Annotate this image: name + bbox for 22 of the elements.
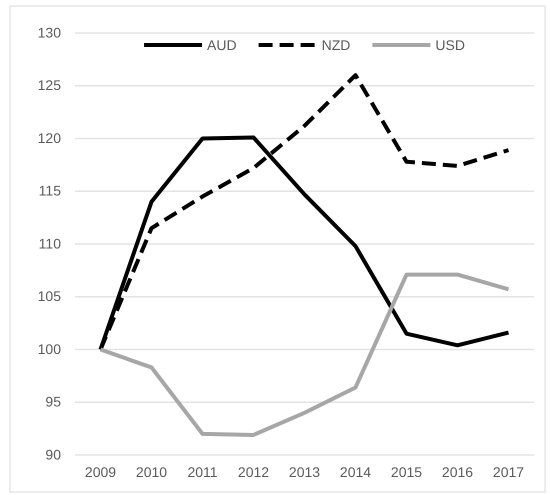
x-tick-label: 2013 <box>288 464 320 480</box>
x-tick-label: 2017 <box>492 464 524 480</box>
legend-label: NZD <box>322 37 350 53</box>
y-tick-label: 115 <box>38 182 62 199</box>
y-tick-label: 105 <box>38 288 62 304</box>
x-tick-label: 2009 <box>84 464 116 480</box>
y-tick-label: 110 <box>38 235 62 252</box>
x-tick-label: 2012 <box>238 464 270 480</box>
x-tick-label: 2010 <box>136 464 168 480</box>
x-tick-label: 2016 <box>442 464 474 480</box>
legend-label: USD <box>435 37 465 53</box>
y-tick-label: 120 <box>38 130 62 146</box>
x-tick-label: 2011 <box>187 464 218 480</box>
y-tick-label: 125 <box>38 77 62 94</box>
y-tick-label: 90 <box>45 446 62 462</box>
legend-label: AUD <box>207 37 237 53</box>
x-tick-label: 2014 <box>340 464 372 480</box>
y-tick-label: 95 <box>45 394 62 410</box>
y-tick-label: 130 <box>38 24 62 40</box>
y-tick-label: 100 <box>38 340 62 357</box>
x-tick-label: 2015 <box>390 464 422 480</box>
line-series <box>98 272 510 437</box>
